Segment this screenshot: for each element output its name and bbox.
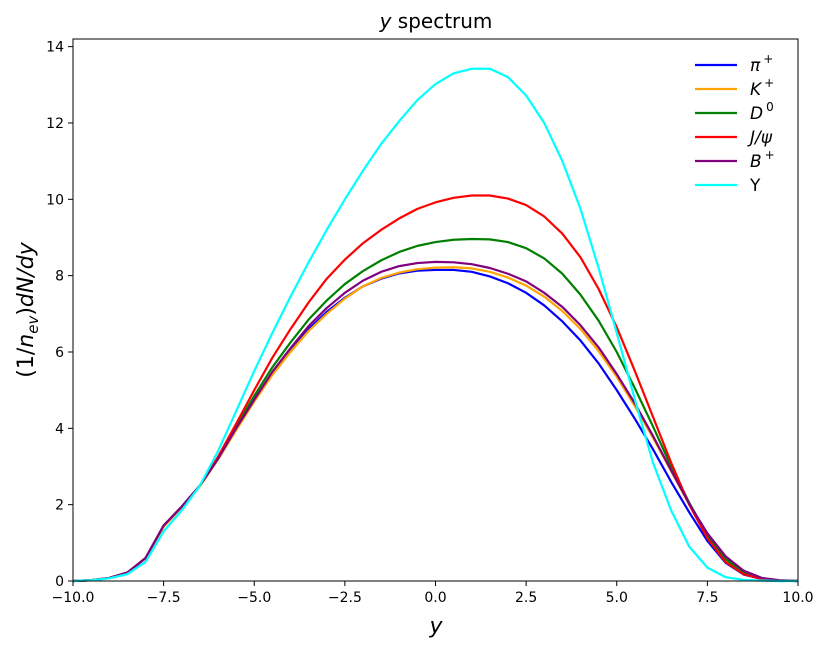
x-tick-label: 0.0 xyxy=(424,590,446,606)
x-tick-label: −7.5 xyxy=(147,590,181,606)
x-tick-label: 5.0 xyxy=(606,590,628,606)
x-tick-label: 7.5 xyxy=(696,590,718,606)
legend-label-5: Υ xyxy=(749,176,761,196)
y-tick-label: 10 xyxy=(46,192,64,208)
x-axis-label: y xyxy=(428,614,443,639)
chart-title: y spectrum xyxy=(379,9,493,33)
x-tick-label: 10.0 xyxy=(782,590,813,606)
y-tick-label: 0 xyxy=(55,574,64,590)
series-line-5 xyxy=(72,67,798,583)
legend: π +K +D 0 J/ψB + Υ xyxy=(695,52,775,196)
series-lines xyxy=(72,67,799,583)
y-tick-label: 8 xyxy=(55,269,64,285)
legend-label-1: K + xyxy=(750,76,774,100)
legend-label-4: B + xyxy=(750,148,775,172)
y-tick-label: 2 xyxy=(55,498,64,514)
legend-label-0: π + xyxy=(750,52,773,76)
y-axis-label: (1/nev)dN/dy xyxy=(14,241,42,377)
x-axis-ticks: −10.0 −7.5 −5.0 −2.5 0.0 2.5 5.0 7.5 10.0 xyxy=(52,581,814,606)
x-tick-label: 2.5 xyxy=(515,590,537,606)
x-tick-label: −5.0 xyxy=(237,590,271,606)
y-tick-label: 6 xyxy=(55,345,64,361)
y-tick-label: 14 xyxy=(46,40,64,56)
y-axis-ticks: 0 2 4 6 8 10 12 14 xyxy=(46,40,73,590)
y-tick-label: 12 xyxy=(46,116,64,132)
x-tick-label: −10.0 xyxy=(52,590,95,606)
y-tick-label: 4 xyxy=(55,421,64,437)
x-tick-label: −2.5 xyxy=(328,590,362,606)
legend-label-3: J/ψ xyxy=(747,128,773,148)
